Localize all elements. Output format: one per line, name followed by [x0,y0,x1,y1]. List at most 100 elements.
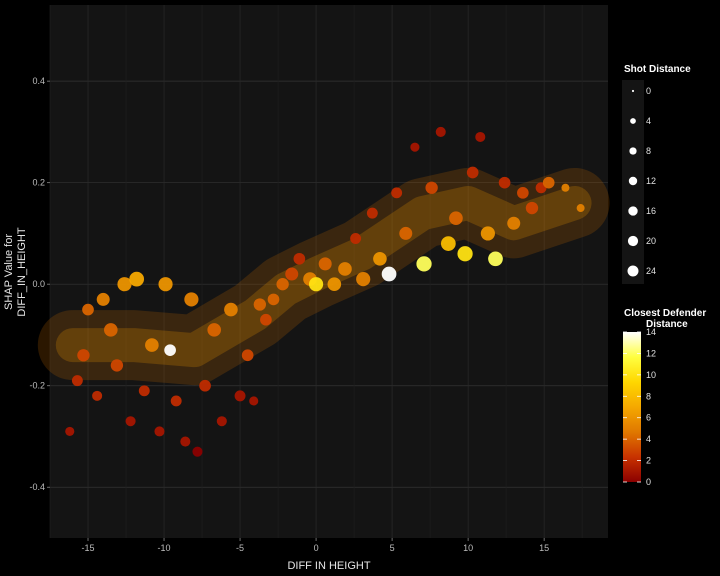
data-point [338,262,352,276]
data-point [356,272,371,287]
y-tick-label: -0.4 [29,482,45,492]
data-point [498,176,511,189]
data-point [488,251,503,267]
data-point [224,302,238,317]
color-legend-ticks: 0 2 4 6 8 10 12 14 [623,327,656,487]
data-point [293,252,306,265]
data-point [285,267,299,281]
data-point [576,204,585,213]
size-legend-dot [627,235,639,247]
data-point [249,396,259,406]
size-legend-label: 8 [646,146,651,156]
plot-background [50,5,608,538]
data-point [77,349,90,362]
data-point [253,298,266,311]
data-point [241,349,254,362]
data-point [65,426,75,436]
x-axis-title: DIFF IN HEIGHT [287,560,370,572]
color-legend-title-line-2: Distance [646,319,688,330]
y-tick-label: 0.2 [32,178,45,188]
y-axis-title-line-2: DIFF_IN_HEIGHT [16,227,28,317]
size-legend-dot [628,176,638,186]
color-legend-tick-label: 4 [646,434,651,444]
color-legend-tick-label: 2 [646,456,651,466]
data-point [207,323,222,337]
size-legend-dot [631,89,635,93]
data-point [507,216,521,230]
data-point [399,226,413,240]
data-point [449,211,463,226]
color-legend-bar [623,332,641,482]
data-point [381,266,397,282]
data-point [234,390,246,402]
size-legend-label: 12 [646,176,656,186]
color-legend-tick-label: 6 [646,413,651,423]
size-legend: Shot Distance 0 4 8 12 16 20 24 [622,64,691,284]
size-legend-dot [629,147,637,155]
size-legend-label: 0 [646,86,651,96]
y-axis-title-line-1: SHAP Value for [3,234,15,310]
data-point [110,359,124,372]
size-legend-label: 20 [646,236,656,246]
y-tick-label: 0.4 [32,76,45,86]
data-point [308,277,324,292]
data-point [440,236,456,251]
scatter-points [65,126,585,457]
x-tick-label: 5 [390,543,395,553]
data-point [327,277,342,291]
x-axis-ticks: -15 -10 -5 0 5 10 15 [82,538,549,553]
data-point [425,181,438,194]
data-point [366,207,378,219]
x-tick-label: 15 [539,543,549,553]
color-legend-tick-label: 14 [646,327,656,337]
size-legend-label: 16 [646,206,656,216]
size-legend-items: 0 4 8 12 16 20 24 [627,86,656,277]
data-point [542,176,555,189]
color-legend-tick-label: 8 [646,391,651,401]
data-point [373,252,387,266]
size-legend-dot [627,265,639,277]
data-point [164,344,176,357]
data-point [129,271,145,287]
size-legend-dot [628,206,638,216]
data-point [145,338,159,352]
data-point [138,385,150,397]
data-point [267,293,280,306]
color-legend-tick-label: 12 [646,348,656,358]
data-point [96,292,110,306]
data-point [475,131,486,143]
y-tick-label: 0.0 [32,279,45,289]
data-point [154,426,165,437]
data-point [466,166,479,179]
x-tick-label: -15 [82,543,95,553]
color-legend-tick-label: 0 [646,477,651,487]
y-axis-ticks: -0.4 -0.2 0.0 0.2 0.4 [29,76,50,492]
y-tick-label: -0.2 [29,381,45,391]
data-point [192,446,203,457]
data-point [216,416,227,427]
color-legend-title-line-1: Closest Defender [624,308,706,319]
x-tick-label: -10 [158,543,171,553]
data-point [92,390,103,401]
color-legend-tick-label: 10 [646,370,656,380]
data-point [199,379,211,392]
data-point [318,257,332,271]
data-point [82,303,94,316]
x-tick-label: 10 [463,543,473,553]
color-legend: Closest Defender Distance 0 2 4 6 8 10 12 14 [623,308,706,487]
data-point [117,277,132,292]
data-point [391,187,403,199]
data-point [410,142,420,152]
data-point [561,183,570,192]
data-point [517,186,529,199]
data-point [276,278,289,291]
data-point [480,226,495,241]
data-point [71,375,83,387]
x-tick-label: 0 [314,543,319,553]
data-point [104,323,118,337]
data-point [457,246,473,262]
data-point [180,436,191,447]
size-legend-dot [630,118,636,124]
size-legend-label: 4 [646,116,651,126]
